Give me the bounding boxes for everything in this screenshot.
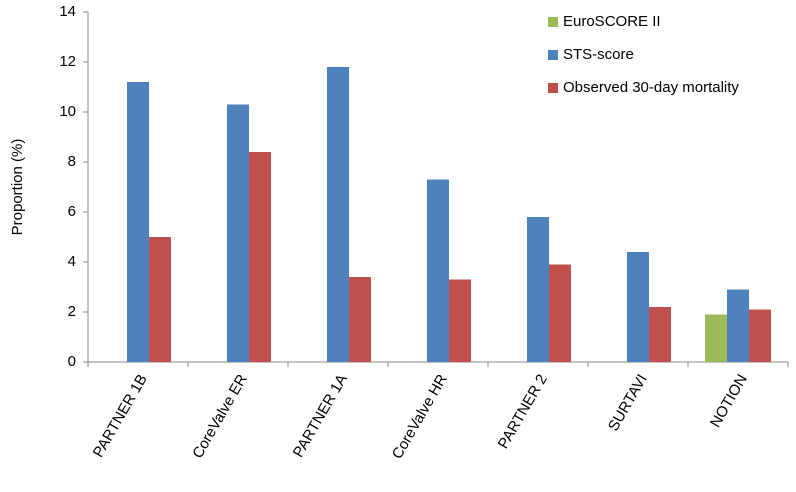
bar [327,67,349,362]
y-tick-label: 10 [59,103,76,120]
x-tick-label: PARTNER 1A [290,371,351,460]
bar [627,252,649,362]
y-tick-label: 4 [68,253,76,270]
y-tick-label: 14 [59,3,76,20]
bar [649,307,671,362]
bar [127,82,149,362]
legend-label: EuroSCORE II [563,13,661,30]
bar [705,314,727,362]
bar [149,237,171,362]
legend-label: Observed 30-day mortality [563,79,739,96]
y-tick-label: 12 [59,53,76,70]
bar [227,104,249,362]
bar [727,289,749,362]
x-tick-label: NOTION [707,371,751,430]
legend-swatch [548,83,558,93]
x-tick-label: PARTNER 2 [495,371,551,451]
y-tick-label: 0 [68,353,76,370]
x-tick-label: SURTAVI [605,371,651,434]
bar [749,309,771,362]
y-tick-label: 6 [68,203,76,220]
x-tick-label: CoreValve HR [389,371,451,462]
bar [427,179,449,362]
legend-swatch [548,17,558,27]
legend-label: STS-score [563,46,634,63]
bar [249,152,271,362]
y-axis-label: Proportion (%) [9,139,26,236]
bar [349,277,371,362]
y-tick-label: 2 [68,303,76,320]
y-tick-label: 8 [68,153,76,170]
bar [449,279,471,362]
bar [527,217,549,362]
legend-swatch [548,50,558,60]
x-tick-label: PARTNER 1B [90,371,151,460]
x-tick-label: CoreValve ER [189,371,251,461]
bar [549,264,571,362]
